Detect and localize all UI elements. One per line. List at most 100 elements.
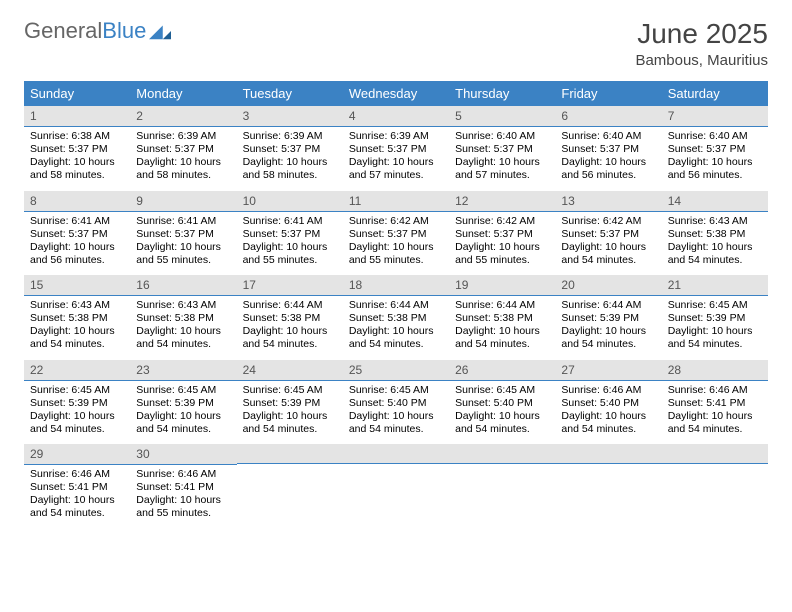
calendar-cell: 8Sunrise: 6:41 AMSunset: 5:37 PMDaylight… [24, 191, 130, 276]
sunset-text: Sunset: 5:37 PM [30, 143, 124, 156]
day-number: 18 [343, 275, 449, 296]
day-body: Sunrise: 6:39 AMSunset: 5:37 PMDaylight:… [343, 127, 449, 191]
daylight-text-1: Daylight: 10 hours [561, 410, 655, 423]
day-number-empty [237, 444, 343, 464]
day-body-empty [555, 464, 661, 526]
sunrise-text: Sunrise: 6:41 AM [30, 215, 124, 228]
day-number: 25 [343, 360, 449, 381]
daylight-text-2: and 54 minutes. [455, 338, 549, 351]
daylight-text-1: Daylight: 10 hours [30, 156, 124, 169]
title-block: June 2025 Bambous, Mauritius [635, 18, 768, 69]
calendar-cell [662, 444, 768, 529]
daylight-text-1: Daylight: 10 hours [668, 410, 762, 423]
sunrise-text: Sunrise: 6:45 AM [243, 384, 337, 397]
daylight-text-2: and 54 minutes. [668, 423, 762, 436]
calendar-cell: 21Sunrise: 6:45 AMSunset: 5:39 PMDayligh… [662, 275, 768, 360]
day-body: Sunrise: 6:45 AMSunset: 5:39 PMDaylight:… [24, 381, 130, 445]
daylight-text-1: Daylight: 10 hours [243, 410, 337, 423]
calendar-cell [343, 444, 449, 529]
calendar-cell: 22Sunrise: 6:45 AMSunset: 5:39 PMDayligh… [24, 360, 130, 445]
daylight-text-1: Daylight: 10 hours [455, 410, 549, 423]
day-number-empty [555, 444, 661, 464]
daylight-text-2: and 54 minutes. [561, 254, 655, 267]
daylight-text-1: Daylight: 10 hours [243, 241, 337, 254]
sunrise-text: Sunrise: 6:39 AM [136, 130, 230, 143]
daylight-text-2: and 55 minutes. [349, 254, 443, 267]
sunrise-text: Sunrise: 6:41 AM [243, 215, 337, 228]
sunset-text: Sunset: 5:39 PM [243, 397, 337, 410]
sunrise-text: Sunrise: 6:46 AM [668, 384, 762, 397]
daylight-text-2: and 58 minutes. [243, 169, 337, 182]
daylight-text-1: Daylight: 10 hours [349, 410, 443, 423]
day-number-empty [449, 444, 555, 464]
daylight-text-2: and 54 minutes. [561, 423, 655, 436]
sunset-text: Sunset: 5:37 PM [243, 228, 337, 241]
calendar-cell: 5Sunrise: 6:40 AMSunset: 5:37 PMDaylight… [449, 106, 555, 191]
day-number: 8 [24, 191, 130, 212]
day-body: Sunrise: 6:42 AMSunset: 5:37 PMDaylight:… [343, 212, 449, 276]
daylight-text-2: and 54 minutes. [30, 338, 124, 351]
daylight-text-2: and 58 minutes. [30, 169, 124, 182]
month-title: June 2025 [635, 18, 768, 50]
daylight-text-1: Daylight: 10 hours [30, 494, 124, 507]
calendar-cell: 25Sunrise: 6:45 AMSunset: 5:40 PMDayligh… [343, 360, 449, 445]
day-body: Sunrise: 6:45 AMSunset: 5:40 PMDaylight:… [449, 381, 555, 445]
calendar-week: 15Sunrise: 6:43 AMSunset: 5:38 PMDayligh… [24, 275, 768, 360]
logo: GeneralBlue [24, 18, 171, 44]
daylight-text-1: Daylight: 10 hours [455, 325, 549, 338]
day-number: 10 [237, 191, 343, 212]
calendar-week: 29Sunrise: 6:46 AMSunset: 5:41 PMDayligh… [24, 444, 768, 529]
calendar-cell: 16Sunrise: 6:43 AMSunset: 5:38 PMDayligh… [130, 275, 236, 360]
sunrise-text: Sunrise: 6:45 AM [349, 384, 443, 397]
day-body: Sunrise: 6:42 AMSunset: 5:37 PMDaylight:… [449, 212, 555, 276]
calendar-cell [237, 444, 343, 529]
sunset-text: Sunset: 5:39 PM [668, 312, 762, 325]
daylight-text-1: Daylight: 10 hours [455, 241, 549, 254]
sunrise-text: Sunrise: 6:44 AM [561, 299, 655, 312]
sunrise-text: Sunrise: 6:42 AM [349, 215, 443, 228]
calendar-cell [449, 444, 555, 529]
day-body: Sunrise: 6:39 AMSunset: 5:37 PMDaylight:… [237, 127, 343, 191]
day-number: 23 [130, 360, 236, 381]
logo-mark-icon [149, 22, 171, 40]
daylight-text-1: Daylight: 10 hours [668, 241, 762, 254]
calendar-cell: 14Sunrise: 6:43 AMSunset: 5:38 PMDayligh… [662, 191, 768, 276]
sunset-text: Sunset: 5:37 PM [136, 143, 230, 156]
day-body: Sunrise: 6:44 AMSunset: 5:38 PMDaylight:… [343, 296, 449, 360]
day-number: 12 [449, 191, 555, 212]
calendar-cell: 12Sunrise: 6:42 AMSunset: 5:37 PMDayligh… [449, 191, 555, 276]
sunset-text: Sunset: 5:40 PM [455, 397, 549, 410]
sunset-text: Sunset: 5:38 PM [30, 312, 124, 325]
day-body: Sunrise: 6:43 AMSunset: 5:38 PMDaylight:… [130, 296, 236, 360]
day-header: Thursday [449, 81, 555, 106]
day-body: Sunrise: 6:45 AMSunset: 5:39 PMDaylight:… [237, 381, 343, 445]
daylight-text-1: Daylight: 10 hours [349, 325, 443, 338]
day-number: 2 [130, 106, 236, 127]
calendar-cell: 2Sunrise: 6:39 AMSunset: 5:37 PMDaylight… [130, 106, 236, 191]
daylight-text-2: and 57 minutes. [455, 169, 549, 182]
daylight-text-2: and 56 minutes. [30, 254, 124, 267]
sunset-text: Sunset: 5:39 PM [30, 397, 124, 410]
sunset-text: Sunset: 5:38 PM [455, 312, 549, 325]
day-body: Sunrise: 6:40 AMSunset: 5:37 PMDaylight:… [555, 127, 661, 191]
sunset-text: Sunset: 5:40 PM [561, 397, 655, 410]
day-body-empty [343, 464, 449, 526]
daylight-text-2: and 56 minutes. [561, 169, 655, 182]
daylight-text-2: and 54 minutes. [243, 338, 337, 351]
day-body: Sunrise: 6:44 AMSunset: 5:39 PMDaylight:… [555, 296, 661, 360]
day-body: Sunrise: 6:42 AMSunset: 5:37 PMDaylight:… [555, 212, 661, 276]
daylight-text-2: and 58 minutes. [136, 169, 230, 182]
day-body: Sunrise: 6:40 AMSunset: 5:37 PMDaylight:… [449, 127, 555, 191]
calendar-cell: 4Sunrise: 6:39 AMSunset: 5:37 PMDaylight… [343, 106, 449, 191]
day-body: Sunrise: 6:39 AMSunset: 5:37 PMDaylight:… [130, 127, 236, 191]
day-number: 27 [555, 360, 661, 381]
calendar-cell: 29Sunrise: 6:46 AMSunset: 5:41 PMDayligh… [24, 444, 130, 529]
sunset-text: Sunset: 5:39 PM [136, 397, 230, 410]
calendar-table: Sunday Monday Tuesday Wednesday Thursday… [24, 81, 768, 529]
daylight-text-2: and 54 minutes. [136, 423, 230, 436]
day-body: Sunrise: 6:46 AMSunset: 5:40 PMDaylight:… [555, 381, 661, 445]
day-number: 20 [555, 275, 661, 296]
calendar-cell: 28Sunrise: 6:46 AMSunset: 5:41 PMDayligh… [662, 360, 768, 445]
day-header-row: Sunday Monday Tuesday Wednesday Thursday… [24, 81, 768, 106]
calendar-cell: 17Sunrise: 6:44 AMSunset: 5:38 PMDayligh… [237, 275, 343, 360]
